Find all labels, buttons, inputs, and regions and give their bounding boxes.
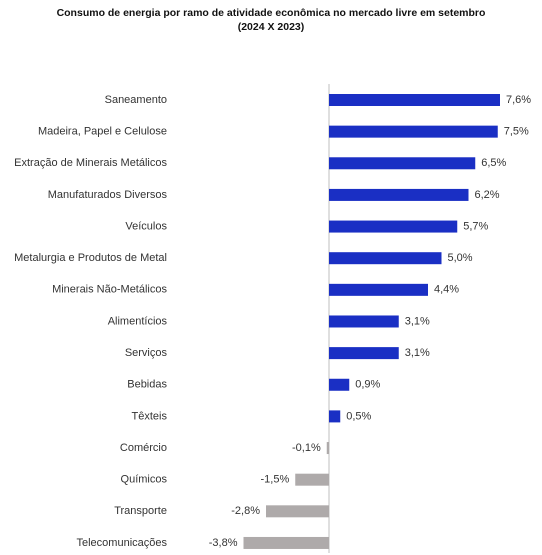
value-label: 6,2%: [475, 189, 500, 201]
category-label: Telecomunicações: [77, 537, 168, 549]
category-label: Madeira, Papel e Celulose: [38, 126, 167, 138]
category-label: Veículos: [125, 220, 167, 232]
category-label: Alimentícios: [108, 315, 168, 327]
value-label: 4,4%: [434, 284, 459, 296]
value-label: -1,5%: [261, 474, 290, 486]
bar: [266, 505, 329, 518]
bar: [329, 347, 399, 360]
value-label: 5,7%: [463, 220, 488, 232]
bar: [329, 315, 399, 328]
value-label: 7,5%: [504, 126, 529, 138]
value-label: -2,8%: [231, 505, 260, 517]
bar: [329, 252, 442, 265]
bar: [329, 188, 469, 201]
category-label: Minerais Não-Metálicos: [52, 284, 167, 296]
value-label: -3,8%: [209, 537, 238, 549]
value-label: 7,6%: [506, 94, 531, 106]
value-label: 5,0%: [448, 252, 473, 264]
bar: [295, 473, 329, 486]
value-label: 0,9%: [355, 379, 380, 391]
bar: [329, 378, 350, 391]
value-label: 0,5%: [346, 410, 371, 422]
category-label: Extração de Minerais Metálicos: [14, 157, 167, 169]
bar: [329, 283, 428, 296]
category-label: Saneamento: [105, 94, 167, 106]
bar: [329, 125, 498, 138]
bar: [329, 94, 500, 106]
bar: [326, 442, 329, 455]
category-label: Comércio: [120, 442, 167, 454]
category-label: Serviços: [125, 347, 168, 359]
category-label: Têxteis: [132, 410, 168, 422]
category-label: Metalurgia e Produtos de Metal: [14, 252, 167, 264]
chart-title: Consumo de energia por ramo de atividade…: [57, 7, 486, 19]
category-label: Bebidas: [127, 379, 167, 391]
value-label: 6,5%: [481, 157, 506, 169]
bar: [243, 536, 329, 549]
category-label: Químicos: [121, 474, 168, 486]
bar: [329, 220, 458, 233]
bar: [329, 410, 341, 423]
value-label: 3,1%: [405, 347, 430, 359]
value-label: -0,1%: [292, 442, 321, 454]
category-label: Transporte: [114, 505, 167, 517]
value-label: 3,1%: [405, 315, 430, 327]
chart-subtitle: (2024 X 2023): [238, 21, 305, 33]
bar: [329, 157, 476, 170]
category-label: Manufaturados Diversos: [48, 189, 168, 201]
